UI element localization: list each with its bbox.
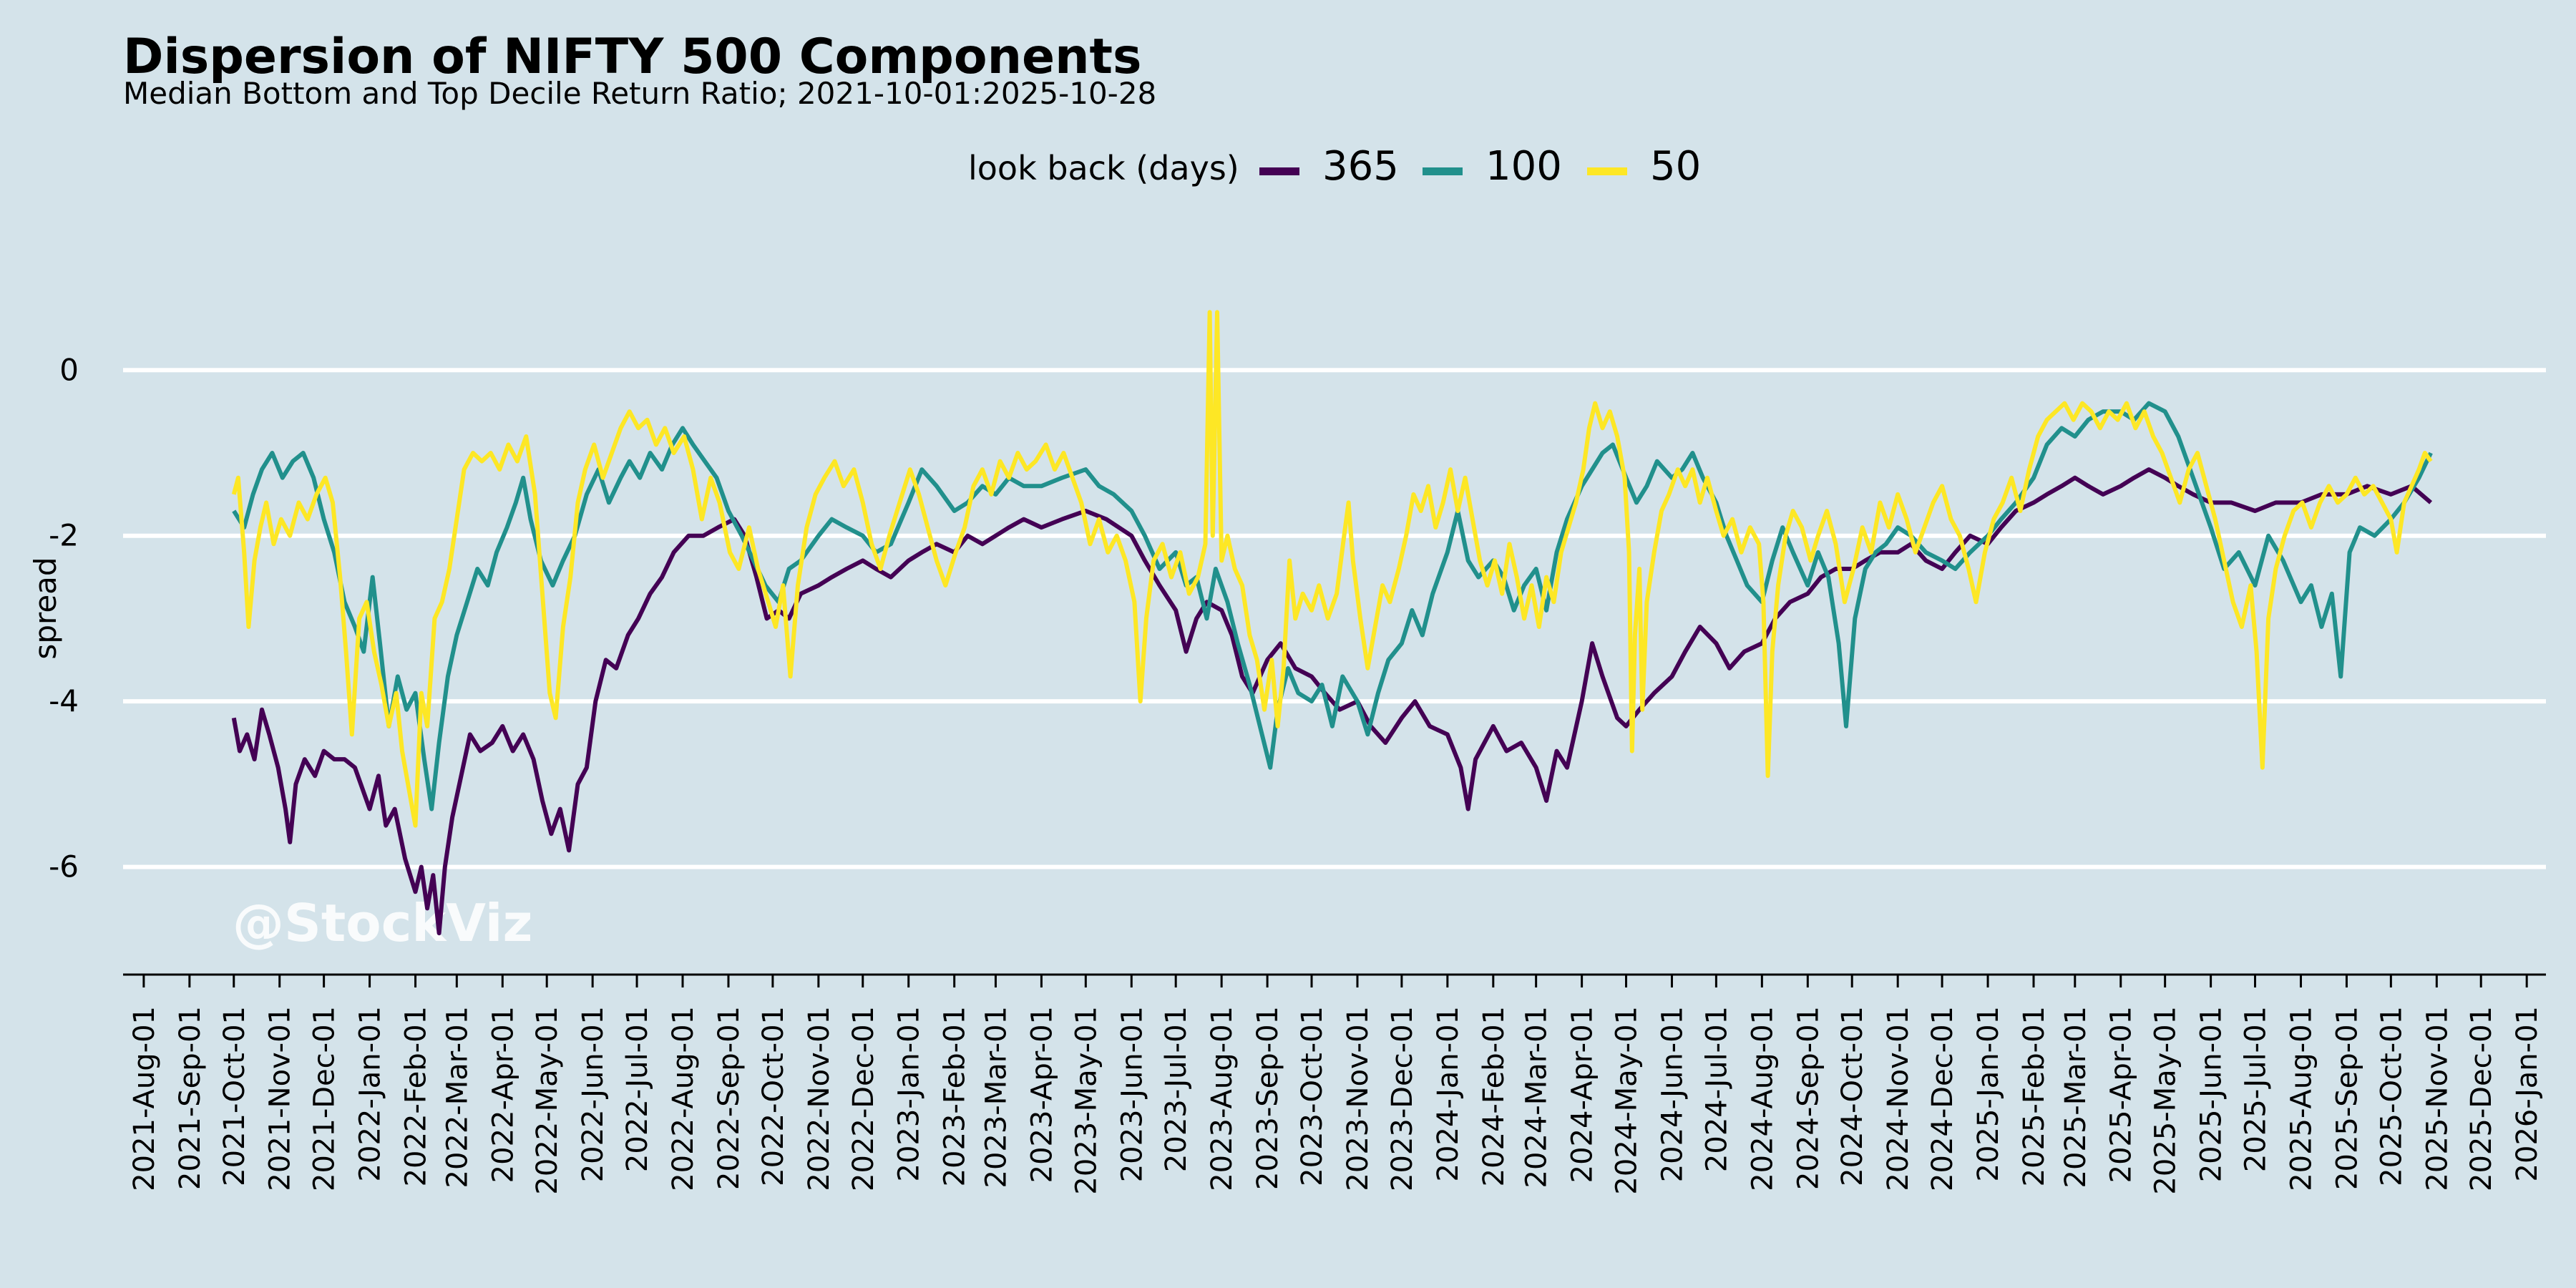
x-tick-label: 2024-Feb-01	[1478, 1006, 1511, 1186]
x-tick-label: 2025-Sep-01	[2331, 1006, 2363, 1190]
x-tick-label: 2023-Dec-01	[1386, 1006, 1419, 1191]
x-tick-label: 2022-Apr-01	[487, 1006, 519, 1183]
x-tick-label: 2024-Jan-01	[1432, 1006, 1465, 1181]
x-tick-label: 2025-Dec-01	[2465, 1006, 2498, 1191]
x-tick-label: 2023-Jun-01	[1116, 1006, 1148, 1182]
x-tick-label: 2023-Mar-01	[980, 1006, 1013, 1188]
x-tick-label: 2024-Apr-01	[1566, 1006, 1599, 1183]
legend-label-100: 100	[1485, 143, 1562, 190]
x-tick-label: 2025-Nov-01	[2421, 1006, 2454, 1191]
x-tick-label: 2023-Feb-01	[939, 1006, 972, 1186]
x-tick-label: 2022-Feb-01	[400, 1006, 433, 1186]
y-tick-label: 0	[59, 352, 79, 387]
x-tick-label: 2022-Oct-01	[757, 1006, 790, 1186]
y-tick-label: -4	[49, 683, 79, 718]
x-tick-label: 2023-Aug-01	[1206, 1006, 1239, 1191]
x-tick-label: 2021-Nov-01	[264, 1006, 297, 1191]
legend: look back (days) 365 100 50	[0, 143, 2576, 200]
x-tick-label: 2022-Sep-01	[713, 1006, 746, 1190]
legend-label-365: 365	[1322, 143, 1399, 190]
series-lines	[231, 310, 2433, 936]
x-tick-label: 2022-Jul-01	[621, 1006, 654, 1172]
x-tick-label: 2025-Feb-01	[2018, 1006, 2051, 1186]
x-tick-label: 2022-Dec-01	[847, 1006, 880, 1191]
x-tick-label: 2024-Jun-01	[1656, 1006, 1689, 1182]
watermark: @StockViz	[233, 893, 532, 953]
x-tick-label: 2024-Aug-01	[1746, 1006, 1779, 1191]
x-tick-label: 2023-Jul-01	[1160, 1006, 1193, 1172]
x-tick-label: 2021-Aug-01	[128, 1006, 161, 1191]
y-tick-label: -2	[49, 518, 79, 553]
x-tick-label: 2025-Mar-01	[2059, 1006, 2092, 1188]
y-axis: 0 -2 -4 -6	[49, 352, 79, 884]
x-tick-label: 2022-Jun-01	[577, 1006, 610, 1182]
x-tick-label: 2023-May-01	[1070, 1006, 1103, 1195]
x-tick-label: 2026-Jan-01	[2511, 1006, 2544, 1181]
x-tick-label: 2023-Nov-01	[1342, 1006, 1375, 1191]
series-line-50	[231, 310, 2433, 828]
x-tick-label: 2022-Mar-01	[441, 1006, 474, 1188]
legend-swatch-365	[1259, 167, 1299, 175]
x-tick-label: 2022-Nov-01	[803, 1006, 836, 1191]
x-tick-label: 2025-Aug-01	[2285, 1006, 2318, 1191]
x-tick-label: 2024-Jul-01	[1700, 1006, 1733, 1172]
x-tick-label: 2023-Jan-01	[893, 1006, 926, 1181]
x-tick-label: 2023-Oct-01	[1296, 1006, 1329, 1186]
x-tick-label: 2025-Jan-01	[1972, 1006, 2005, 1181]
x-tick-label: 2023-Apr-01	[1025, 1006, 1058, 1183]
y-tick-label: -6	[49, 849, 79, 884]
x-tick-label: 2024-Dec-01	[1926, 1006, 1959, 1191]
x-tick-label: 2022-Aug-01	[667, 1006, 700, 1191]
chart-subtitle: Median Bottom and Top Decile Return Rati…	[123, 76, 1157, 111]
x-tick-label: 2021-Sep-01	[174, 1006, 207, 1190]
x-tick-label: 2022-May-01	[531, 1006, 564, 1195]
x-tick-label: 2025-May-01	[2150, 1006, 2182, 1195]
x-tick-label: 2024-Nov-01	[1882, 1006, 1915, 1191]
legend-label-50: 50	[1650, 143, 1702, 190]
x-tick-label: 2025-Jun-01	[2195, 1006, 2228, 1182]
x-tick-label: 2025-Jul-01	[2240, 1006, 2273, 1172]
chart-title: Dispersion of NIFTY 500 Components	[123, 29, 1142, 85]
x-tick-label: 2022-Jan-01	[354, 1006, 387, 1181]
x-tick-label: 2024-Mar-01	[1521, 1006, 1553, 1188]
x-tick-label: 2025-Apr-01	[2105, 1006, 2138, 1183]
series-line-100	[232, 401, 2433, 811]
x-tick-label: 2021-Dec-01	[308, 1006, 341, 1191]
legend-title: look back (days)	[968, 149, 1239, 187]
x-tick-label: 2024-Oct-01	[1836, 1006, 1869, 1186]
legend-swatch-50	[1587, 167, 1627, 175]
x-tick-label: 2025-Oct-01	[2375, 1006, 2408, 1186]
x-tick-label: 2024-May-01	[1611, 1006, 1644, 1195]
x-tick-label: 2021-Oct-01	[218, 1006, 251, 1186]
legend-swatch-100	[1423, 167, 1463, 175]
x-tick-label: 2023-Sep-01	[1252, 1006, 1284, 1190]
x-axis: 2021-Aug-01 2021-Sep-01 2021-Oct-01 2021-No…	[123, 973, 2546, 1195]
x-tick-label: 2024-Sep-01	[1792, 1006, 1825, 1190]
y-axis-label: spread	[28, 557, 63, 659]
